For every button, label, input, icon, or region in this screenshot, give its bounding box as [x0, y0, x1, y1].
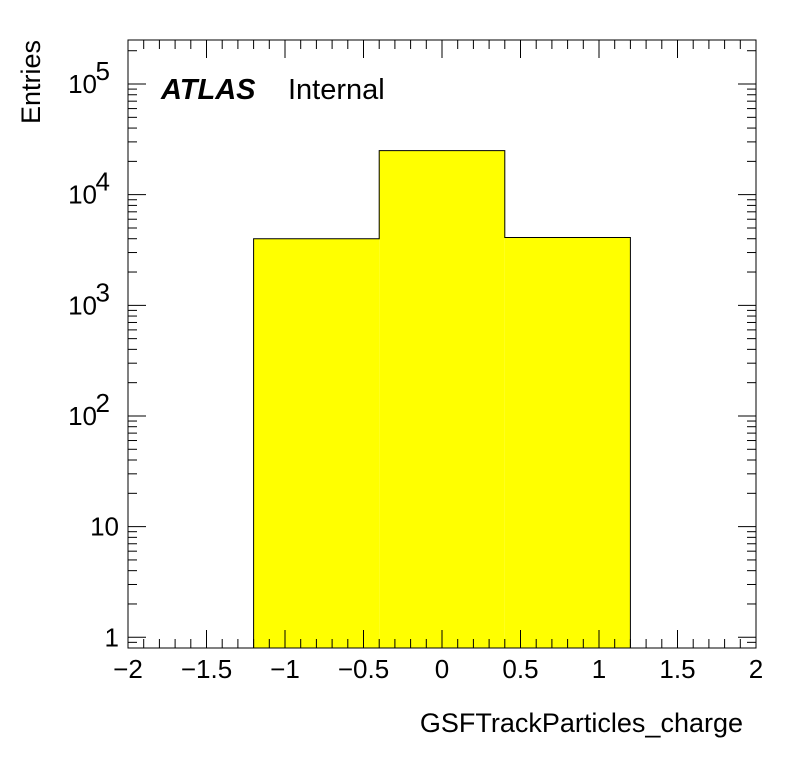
x-tick-label: 2 — [749, 654, 763, 684]
x-axis-title: GSFTrackParticles_charge — [420, 708, 743, 738]
x-tick-label: −0.5 — [338, 654, 389, 684]
x-tick-label: 1.5 — [659, 654, 695, 684]
histogram-outline — [253, 150, 631, 648]
x-tick-label: −2 — [113, 654, 143, 684]
y-tick-label: 10 — [68, 180, 97, 210]
y-tick-exponent: 4 — [96, 167, 110, 197]
y-tick-label: 10 — [90, 512, 119, 542]
histogram-bin — [504, 237, 631, 648]
histogram-bin — [379, 150, 505, 649]
plot-frame — [127, 39, 757, 649]
y-tick-label: 10 — [68, 401, 97, 431]
y-axis-title: Entries — [16, 40, 46, 124]
x-tick-label: 0 — [435, 654, 449, 684]
internal-label: Internal — [288, 74, 385, 106]
y-tick-label: 1 — [105, 622, 119, 652]
y-tick-exponent: 3 — [96, 277, 110, 307]
x-tick-label: 0.5 — [502, 654, 538, 684]
x-tick-label: 1 — [592, 654, 606, 684]
ticks-layer — [127, 40, 757, 649]
x-tick-label: −1.5 — [181, 654, 232, 684]
bars-layer — [253, 150, 631, 649]
y-tick-exponent: 5 — [96, 56, 110, 86]
y-tick-label: 10 — [68, 290, 97, 320]
histogram-bin — [253, 238, 380, 648]
y-tick-label: 10 — [68, 69, 97, 99]
x-tick-label: −1 — [270, 654, 300, 684]
atlas-label: ATLAS — [160, 74, 256, 106]
y-tick-exponent: 2 — [96, 388, 110, 418]
